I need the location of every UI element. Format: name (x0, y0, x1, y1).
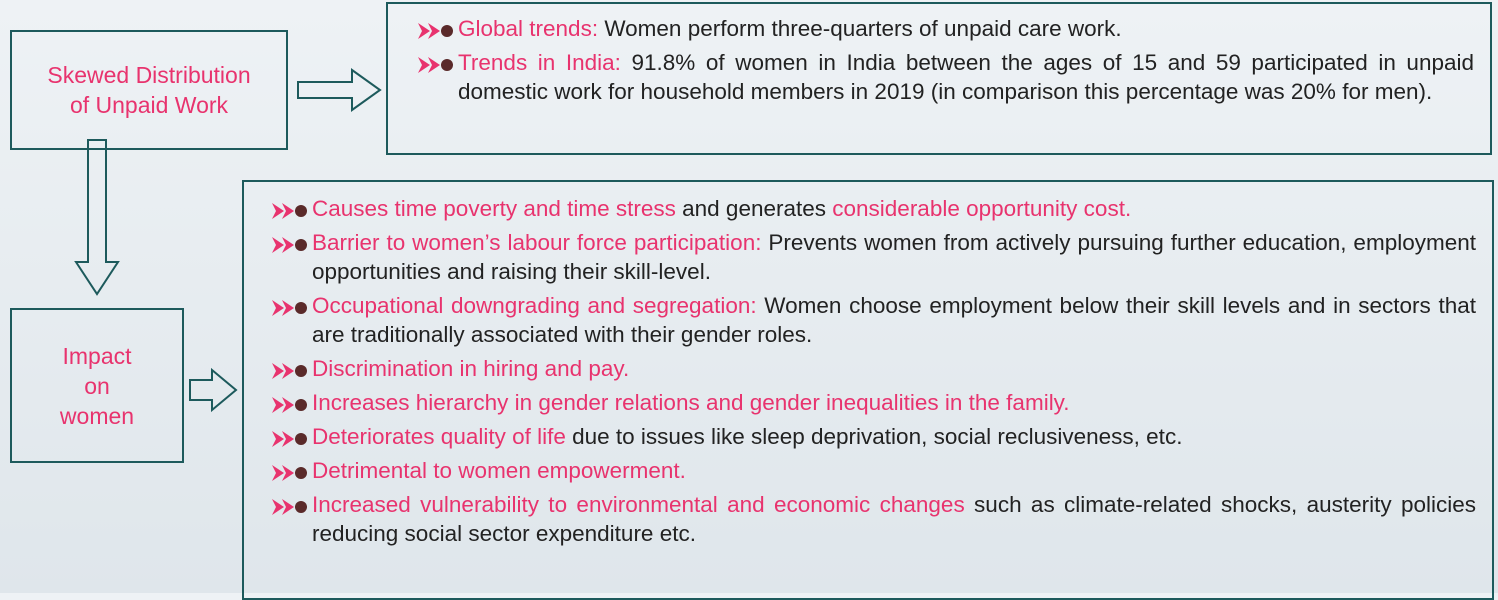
bullet-icon (272, 397, 307, 413)
bullet-icon (272, 300, 307, 316)
arrow-right (297, 68, 382, 112)
body-text: due to issues like sleep deprivation, so… (565, 424, 1183, 449)
list-item: Deteriorates quality of life due to issu… (256, 422, 1476, 451)
bullet (270, 461, 310, 490)
bullet (270, 495, 310, 524)
body-text: Prevents women from actively pursuing fu… (312, 230, 1476, 284)
bullet (270, 296, 310, 325)
node-box: Impact on women (10, 308, 184, 463)
bullet-icon (272, 499, 307, 515)
node-label: on (84, 372, 110, 399)
list-item: Increases hierarchy in gender relations … (256, 388, 1476, 417)
bullet-icon (272, 237, 307, 253)
list-item: Discrimination in hiring and pay. (256, 354, 1476, 383)
bullet (416, 19, 456, 48)
highlight-text: Increased vulnerability to environmental… (312, 492, 965, 517)
bullet (270, 359, 310, 388)
list-item: Increased vulnerability to environmental… (256, 490, 1476, 548)
bullet (270, 233, 310, 262)
highlight-text: Deteriorates quality of life (312, 424, 566, 449)
node-label: of Unpaid Work (69, 92, 229, 118)
list-item: Detrimental to women empowerment. (256, 456, 1476, 485)
node-label: women (59, 402, 135, 429)
highlight-text: Increases hierarchy in gender relations … (312, 390, 1070, 415)
bullet-icon (418, 57, 453, 73)
node-label: Skewed Distribution (47, 62, 251, 88)
list-item: Global trends: Women perform three-quart… (402, 14, 1474, 43)
list-item: Occupational downgrading and segregation… (256, 291, 1476, 349)
highlight-text: considerable opportunity cost. (832, 196, 1132, 221)
bullet-icon (418, 23, 453, 39)
bullet-icon (272, 203, 307, 219)
highlight-text: Global trends: (458, 16, 599, 41)
arrow-down (74, 139, 120, 296)
bullet (270, 427, 310, 456)
bullet (270, 393, 310, 422)
highlight-text: Trends in India: (458, 50, 621, 75)
bullet-icon (272, 363, 307, 379)
body-text: Women choose employment below their skil… (312, 293, 1476, 347)
body-text: such as climate-related shocks, austerit… (312, 492, 1476, 546)
list-item: Trends in India: 91.8% of women in India… (402, 48, 1474, 106)
bullet (270, 199, 310, 228)
bullet (416, 53, 456, 82)
node-label: Impact (62, 342, 132, 369)
panel: Global trends: Women perform three-quart… (386, 2, 1492, 155)
highlight-text: Barrier to women’s labour force particip… (312, 230, 762, 255)
highlight-text: Detrimental to women empowerment. (312, 458, 686, 483)
list-item: Causes time poverty and time stress and … (256, 194, 1476, 223)
body-text: Women perform three-quarters of unpaid c… (598, 16, 1122, 41)
body-text: and generates (675, 196, 833, 221)
highlight-text: Causes time poverty and time stress (312, 196, 676, 221)
body-text: 91.8% of women in India between the ages… (458, 50, 1475, 104)
highlight-text: Occupational downgrading and segregation… (312, 293, 757, 318)
list-item: Barrier to women’s labour force particip… (256, 228, 1476, 286)
node-box: Skewed Distribution of Unpaid Work (10, 30, 288, 150)
bullet-icon (272, 431, 307, 447)
highlight-text: Discrimination in hiring and pay. (312, 356, 630, 381)
arrow-right (189, 367, 238, 413)
bullet-icon (272, 465, 307, 481)
panel: Causes time poverty and time stress and … (242, 180, 1494, 600)
